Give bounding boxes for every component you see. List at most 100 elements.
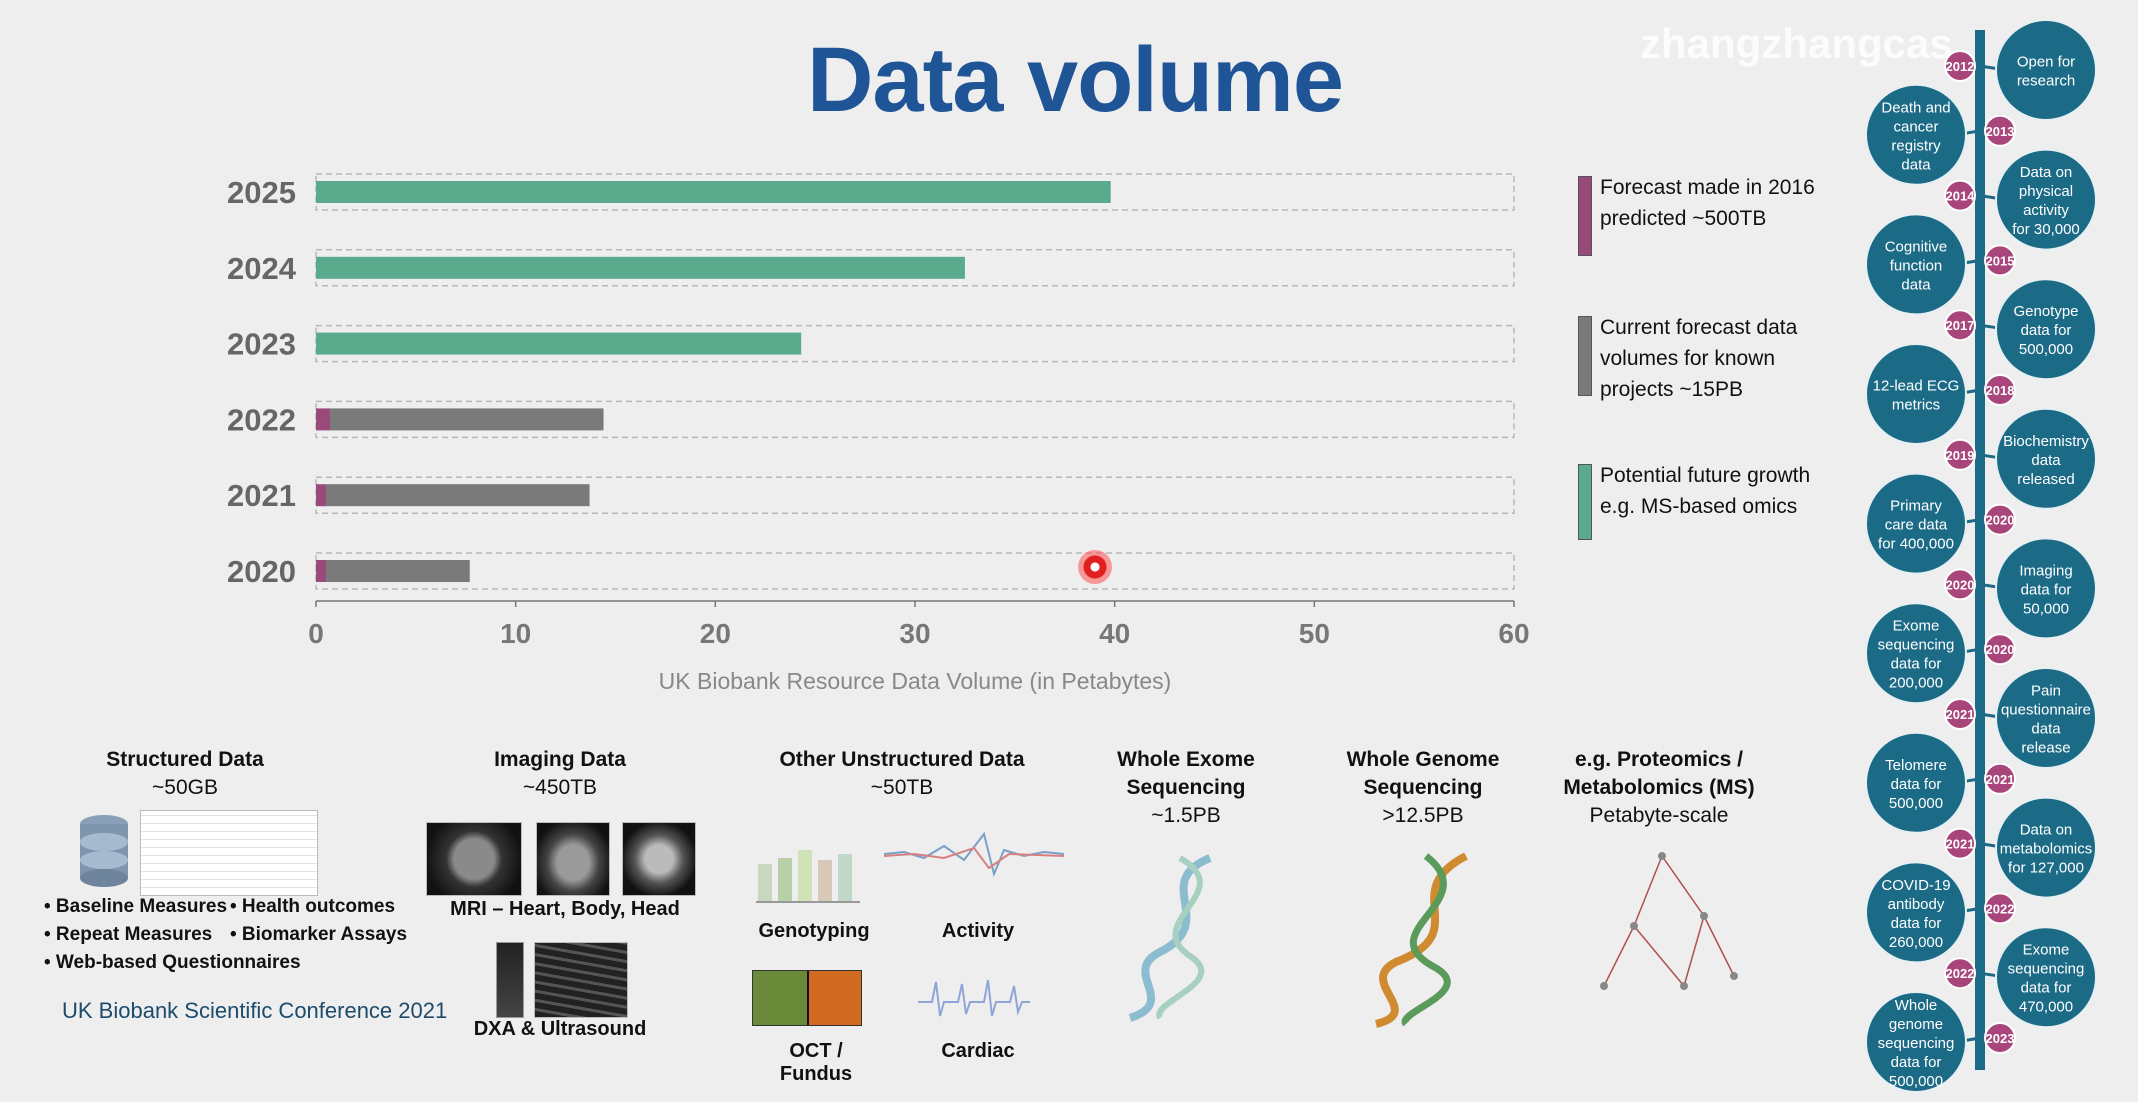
bullet-baseline-measures: • Baseline Measures (44, 896, 228, 917)
milestone-text: release (2021, 740, 2070, 757)
year-label: 2017 (1946, 318, 1975, 333)
exome-dna-image (1128, 854, 1212, 1022)
milestone-bubble (1865, 213, 1967, 316)
milestone-text: 50,000 (2023, 600, 2069, 617)
x-tick-label: 10 (500, 618, 531, 649)
legend-swatch (1578, 176, 1592, 256)
category-title: e.g. Proteomics / Metabolomics (MS) (1563, 748, 1755, 799)
bullet-health-outcomes: • Health outcomes (230, 896, 396, 917)
bar-segment (316, 181, 1111, 203)
year-badge (1984, 633, 2016, 666)
milestone-text: Data on (2020, 164, 2073, 181)
milestone-text: sequencing (1878, 637, 1955, 654)
ultrasound-image (534, 942, 628, 1018)
milestone-text: cancer (1893, 118, 1938, 135)
milestone-text: COVID-19 (1881, 877, 1950, 894)
legend-label: Forecast made in 2016 predicted ~500TB (1600, 176, 1815, 230)
milestone-text: sequencing (1878, 1035, 1955, 1052)
activity-caption: Activity (941, 920, 1015, 942)
bar-segment (316, 560, 326, 582)
year-label: 2018 (1986, 383, 2015, 398)
watermark: zhangzhangcas (1640, 20, 1953, 67)
year-label: 2021 (1946, 837, 1975, 852)
milestone-text: Primary (1890, 498, 1942, 515)
milestone-text: data for (2021, 322, 2072, 339)
year-badge (1984, 1022, 2016, 1054)
page-title: Data volume (806, 29, 1344, 131)
milestone-text: antibody (1888, 896, 1945, 913)
milestone-bubble (1995, 278, 2097, 381)
year-badge (1944, 827, 1976, 860)
legend-label: Potential future growth e.g. MS-based om… (1600, 464, 1811, 518)
bullet-repeat-measures: • Repeat Measures (44, 924, 213, 945)
milestone-bubble (1995, 537, 2097, 640)
milestone-bubble (1865, 991, 1967, 1093)
bar-segment (316, 332, 802, 355)
x-axis-title: UK Biobank Resource Data Volume (in Peta… (659, 668, 1172, 694)
year-badge (1944, 568, 1976, 601)
category-title: Whole Exome Sequencing (1117, 748, 1255, 799)
category-label: 2025 (227, 175, 296, 210)
milestone-bubble (1865, 602, 1967, 705)
milestone-bubble (1995, 19, 2097, 121)
milestone-text: registry (1891, 137, 1941, 154)
year-label: 2020 (1986, 513, 2015, 528)
milestone-text: 200,000 (1889, 675, 1943, 692)
milestone-text: questionnaire (2001, 702, 2091, 719)
x-tick-label: 30 (899, 618, 930, 649)
milestone-text: data for (2021, 980, 2072, 997)
milestone-text: for 30,000 (2012, 221, 2080, 238)
year-badge (1984, 503, 2016, 536)
milestone-text: Cognitive (1885, 238, 1948, 255)
milestone-text: 500,000 (1889, 795, 1943, 812)
timeline-panel: Open for research 2012 Death and cancer regis… (1865, 19, 2097, 1093)
milestone-text: data (1901, 276, 1931, 293)
milestone-text: Biochemistry (2003, 433, 2089, 450)
milestone-text: 500,000 (2019, 341, 2073, 358)
milestone-text: for 127,000 (2008, 860, 2084, 877)
year-label: 2014 (1946, 189, 1976, 204)
milestone-text: Telomere (1885, 757, 1947, 774)
milestone-text: sequencing (2008, 961, 2085, 978)
milestone-bubble (1865, 472, 1967, 575)
mri-body-image (536, 822, 610, 896)
year-badge (1944, 309, 1976, 342)
activity-image (884, 831, 1064, 878)
legend-swatch (1578, 464, 1592, 540)
category-label: 2022 (227, 402, 296, 437)
milestone-text: data for (1891, 915, 1942, 932)
milestone-text: care data (1885, 517, 1948, 534)
category-title: Imaging Data (494, 748, 626, 771)
milestone-bubble (1995, 667, 2097, 769)
milestone-text: Pain (2031, 683, 2061, 700)
milestone-text: metabolomics (2000, 841, 2093, 858)
cursor-indicator (1078, 550, 1112, 584)
legend-label: Current forecast data volumes for known … (1600, 316, 1798, 401)
milestone-text: Open for (2017, 54, 2075, 71)
milestone-text: 500,000 (1889, 1073, 1943, 1090)
milestone-text: Genotype (2013, 303, 2078, 320)
bar-segment (325, 560, 470, 582)
milestone-bubble (1995, 926, 2097, 1029)
category-label: 2020 (227, 554, 296, 589)
year-label: 2020 (1986, 642, 2015, 657)
milestone-bubble (1865, 731, 1967, 834)
cardiac-caption: Cardiac (941, 1040, 1015, 1062)
year-label: 2013 (1986, 124, 2015, 139)
milestone-text: for 400,000 (1878, 536, 1954, 553)
bar-segment (316, 256, 965, 279)
milestone-text: 12-lead ECG (1873, 378, 1960, 395)
year-badge (1984, 374, 2016, 406)
milestone-text: Exome (2023, 942, 2070, 959)
oct-fundus-caption: OCT / Fundus (779, 1040, 853, 1085)
conference-label: UK Biobank Scientific Conference 2021 (62, 998, 448, 1023)
year-badge (1984, 762, 2016, 795)
category-size: >12.5PB (1382, 804, 1464, 827)
category-whole-exome: Whole Exome Sequencing ~1.5PB (1106, 746, 1266, 830)
year-badge (1944, 438, 1976, 471)
category-proteomics: e.g. Proteomics / Metabolomics (MS) Peta… (1550, 746, 1768, 830)
x-tick-label: 0 (308, 618, 324, 649)
category-title: Structured Data (106, 748, 264, 771)
milestone-text: Death and (1881, 99, 1950, 116)
year-label: 2019 (1946, 448, 1975, 463)
